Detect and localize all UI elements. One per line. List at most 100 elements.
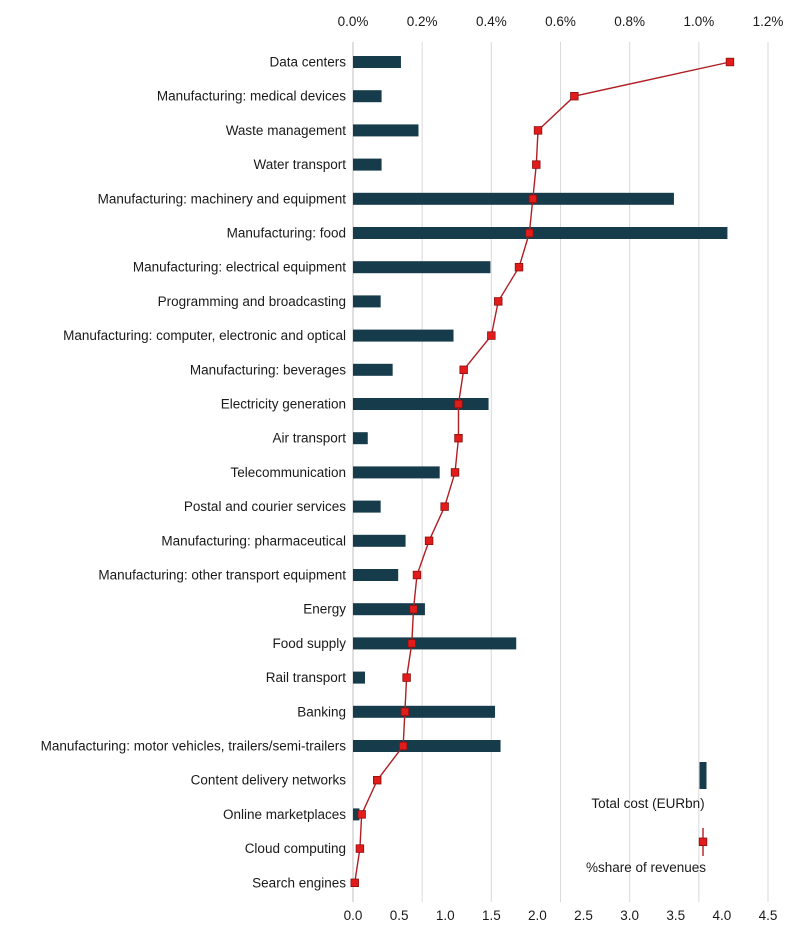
category-label: Data centers — [269, 55, 346, 70]
category-label: Online marketplaces — [223, 807, 346, 822]
cost-bar — [353, 466, 440, 479]
category-label: Telecommunication — [230, 465, 346, 480]
bottom-axis-tick-label: 4.0 — [712, 908, 731, 923]
bottom-axis-tick-label: 4.5 — [759, 908, 778, 923]
cost-bar — [353, 740, 501, 752]
bottom-axis-tick-label: 2.5 — [574, 908, 593, 923]
cost-bar — [353, 227, 728, 239]
category-label: Manufacturing: motor vehicles, trailers/… — [41, 739, 347, 754]
share-marker — [398, 741, 408, 751]
share-marker — [514, 262, 524, 272]
top-axis-tick-label: 0.4% — [476, 14, 507, 29]
cost-bar — [353, 329, 454, 342]
category-label: Manufacturing: machinery and equipment — [98, 191, 347, 206]
share-marker — [533, 126, 543, 135]
share-line-series — [350, 57, 735, 887]
legend-label-share: %share of revenues — [586, 860, 706, 875]
category-label: Manufacturing: beverages — [190, 362, 346, 377]
share-marker — [357, 810, 366, 819]
grid — [352, 42, 769, 902]
bottom-axis-tick-label: 1.5 — [482, 908, 501, 923]
category-label: Water transport — [253, 157, 346, 172]
top-axis-tick-label: 0.0% — [338, 14, 369, 29]
legend: Total cost (EURbn) %share of revenues — [586, 762, 708, 875]
category-label: Manufacturing: pharmaceutical — [161, 533, 346, 548]
share-marker — [725, 57, 735, 67]
top-axis-tick-label: 0.6% — [545, 14, 576, 29]
cost-bar — [353, 637, 517, 650]
category-label: Waste management — [226, 123, 347, 138]
share-marker — [373, 776, 382, 785]
bottom-axis-tick-label: 0.5 — [390, 908, 409, 923]
share-marker — [525, 228, 534, 238]
category-label: Banking — [297, 704, 346, 719]
cost-bar — [353, 432, 368, 445]
share-marker — [494, 297, 503, 306]
cost-bar — [353, 192, 674, 205]
category-label: Manufacturing: medical devices — [157, 89, 346, 104]
category-label: Food supply — [272, 636, 346, 651]
cost-bar — [353, 295, 381, 308]
bottom-axis-tick-label: 2.0 — [528, 908, 547, 923]
cost-bar — [353, 90, 382, 103]
category-label: Postal and courier services — [184, 499, 346, 514]
category-labels: Data centers Manufacturing: medical devic… — [41, 55, 347, 891]
category-label: Rail transport — [266, 670, 347, 685]
cost-bar — [353, 158, 382, 171]
bottom-axis-tick-label: 3.5 — [666, 908, 685, 923]
share-marker — [412, 570, 422, 580]
category-label: Energy — [303, 602, 346, 617]
category-label: Electricity generation — [221, 397, 346, 412]
bottom-axis-tick-label: 1.0 — [436, 908, 455, 923]
category-label: Programming and broadcasting — [158, 294, 346, 309]
cost-bar — [353, 705, 496, 718]
share-marker — [409, 605, 418, 614]
cost-bar — [353, 534, 406, 547]
top-axis-tick-label: 0.2% — [407, 14, 438, 29]
cost-bar — [353, 671, 365, 684]
category-label: Air transport — [272, 431, 346, 446]
share-marker — [355, 844, 365, 853]
top-axis-tick-label: 1.2% — [753, 14, 784, 29]
legend-marker-swatch — [698, 837, 708, 846]
cost-bar — [353, 500, 381, 513]
bars — [353, 56, 728, 821]
share-marker — [528, 194, 538, 203]
legend-label-total-cost: Total cost (EURbn) — [591, 796, 704, 811]
cost-bar — [353, 124, 419, 137]
cost-bar — [353, 56, 401, 68]
bottom-axis-tick-label: 3.0 — [620, 908, 639, 923]
share-marker — [400, 707, 410, 716]
share-marker — [570, 92, 579, 101]
share-marker — [454, 399, 463, 409]
category-label: Manufacturing: electrical equipment — [133, 260, 346, 275]
category-label: Content delivery networks — [191, 773, 347, 788]
category-label: Manufacturing: food — [227, 226, 346, 241]
share-marker — [350, 878, 359, 887]
category-label: Search engines — [252, 875, 346, 890]
share-marker — [424, 536, 434, 545]
top-axis-tick-label: 1.0% — [683, 14, 714, 29]
cost-bar — [353, 363, 393, 376]
share-marker — [532, 160, 541, 169]
top-axis: 0.0% 0.2% 0.4% 0.6% 0.8% 1.0% 1.2% — [338, 14, 784, 29]
cost-bar — [353, 569, 399, 581]
top-axis-tick-label: 0.8% — [614, 14, 645, 29]
legend-bar-swatch — [699, 762, 707, 789]
bottom-axis: 0.0 0.5 1.0 1.5 2.0 2.5 3.0 3.5 4.0 4.5 — [344, 908, 778, 923]
share-marker — [440, 502, 449, 511]
category-label: Manufacturing: computer, electronic and … — [63, 328, 346, 343]
cost-bar — [353, 261, 491, 274]
cost-bar — [353, 603, 425, 616]
bottom-axis-tick-label: 0.0 — [344, 908, 363, 923]
share-marker — [450, 468, 460, 477]
share-marker — [459, 365, 468, 374]
share-marker — [407, 639, 416, 648]
category-label: Manufacturing: other transport equipment — [98, 568, 346, 583]
share-marker — [487, 331, 496, 340]
cost-bar — [353, 808, 360, 821]
share-marker — [402, 673, 411, 682]
cost-bar — [353, 398, 489, 410]
category-label: Cloud computing — [245, 841, 346, 856]
